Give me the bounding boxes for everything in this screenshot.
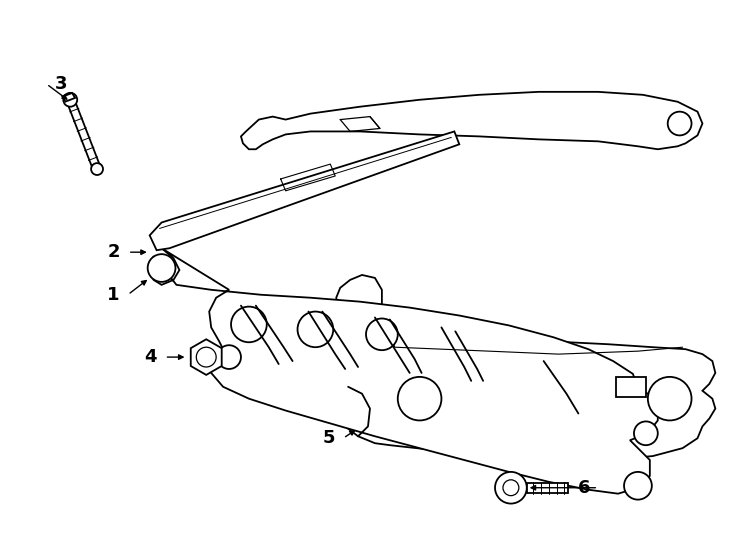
- Circle shape: [196, 347, 216, 367]
- Circle shape: [495, 472, 527, 504]
- Text: 6: 6: [578, 479, 590, 497]
- Circle shape: [148, 254, 175, 282]
- Circle shape: [398, 377, 441, 421]
- Circle shape: [63, 93, 77, 107]
- Circle shape: [91, 163, 103, 175]
- Polygon shape: [527, 483, 568, 492]
- Polygon shape: [336, 275, 716, 460]
- Polygon shape: [150, 248, 658, 494]
- Text: 2: 2: [107, 243, 120, 261]
- Text: 4: 4: [144, 348, 156, 366]
- Text: 3: 3: [54, 75, 67, 93]
- Polygon shape: [67, 98, 101, 171]
- Circle shape: [217, 345, 241, 369]
- Circle shape: [668, 112, 691, 136]
- Circle shape: [366, 319, 398, 350]
- Circle shape: [503, 480, 519, 496]
- Polygon shape: [62, 93, 75, 102]
- Circle shape: [231, 307, 266, 342]
- Text: 5: 5: [323, 429, 335, 447]
- Circle shape: [634, 421, 658, 445]
- Polygon shape: [241, 92, 702, 149]
- Polygon shape: [191, 339, 222, 375]
- Circle shape: [624, 472, 652, 500]
- Polygon shape: [150, 131, 459, 250]
- Polygon shape: [616, 377, 646, 397]
- Circle shape: [297, 312, 333, 347]
- Text: 1: 1: [107, 286, 120, 303]
- Circle shape: [648, 377, 691, 421]
